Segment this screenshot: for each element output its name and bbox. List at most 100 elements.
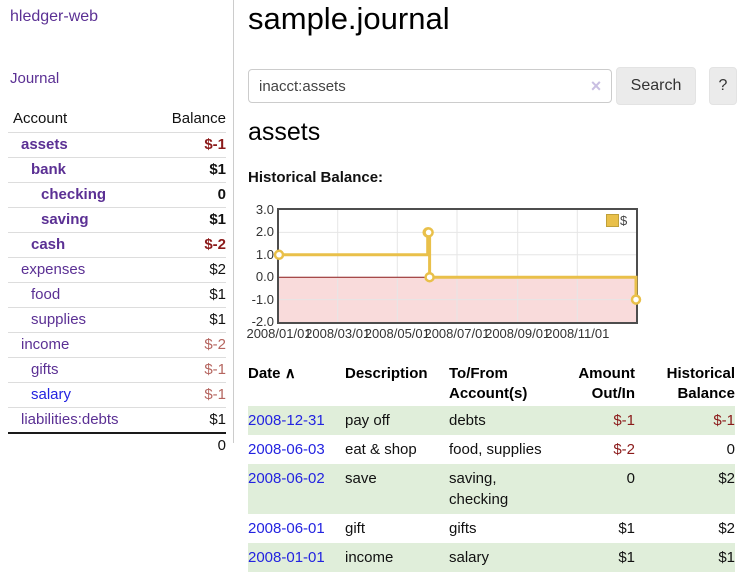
transaction-row: 2008-06-02 save saving, checking 0 $2 [248, 464, 735, 514]
y-axis-tick-label: 3.0 [255, 202, 274, 217]
accounts-header-account: Account [13, 110, 68, 127]
accounts-table-header: Account Balance [8, 106, 226, 132]
account-link[interactable]: salary [31, 386, 72, 403]
transaction-description: income [345, 549, 394, 566]
account-link[interactable]: food [31, 286, 61, 303]
account-link[interactable]: assets [21, 136, 68, 153]
account-link[interactable]: saving [41, 211, 89, 228]
transaction-date-link[interactable]: 2008-06-03 [248, 441, 325, 458]
help-button[interactable]: ? [709, 67, 737, 105]
col-header-date[interactable]: Date ∧ [248, 365, 296, 382]
register-table: Date ∧ Description To/From Account(s) Am… [248, 362, 735, 572]
transaction-balance: $2 [718, 470, 735, 487]
x-axis-tick-label: 2008/01/01 [246, 326, 312, 341]
account-balance: $1 [209, 311, 226, 328]
account-row: food $1 [8, 282, 226, 307]
accounts-rows: assets $-1 bank $1 checking 0 saving $1 cash $-2 e… [8, 132, 226, 432]
account-balance: $1 [209, 411, 226, 428]
transaction-date-link[interactable]: 2008-06-01 [248, 520, 325, 537]
brand-link[interactable]: hledger-web [10, 8, 99, 25]
transaction-row: 2008-06-03 eat & shop food, supplies $-2 0 [248, 435, 735, 464]
transaction-accounts: food, supplies [449, 441, 542, 458]
transaction-description: pay off [345, 412, 390, 429]
register-header-row: Date ∧ Description To/From Account(s) Am… [248, 362, 735, 406]
account-link[interactable]: bank [31, 161, 67, 178]
transaction-description: save [345, 470, 377, 487]
account-link[interactable]: income [21, 336, 70, 353]
account-row: supplies $1 [8, 307, 226, 332]
account-row: gifts $-1 [8, 357, 226, 382]
transaction-row: 2008-01-01 income salary $1 $1 [248, 543, 735, 572]
account-balance: 0 [217, 186, 226, 203]
chart-x-axis: 2008/01/01 2008/03/01 2008/05/01 2008/07/01… [246, 326, 698, 342]
transaction-row: 2008-06-01 gift gifts $1 $2 [248, 514, 735, 543]
y-axis-tick-label: 0.0 [255, 269, 274, 285]
search-button[interactable]: Search [616, 67, 696, 105]
account-balance: $-1 [204, 136, 226, 153]
search-input[interactable] [248, 69, 612, 103]
transaction-date-link[interactable]: 2008-01-01 [248, 549, 325, 566]
transaction-balance: $2 [718, 520, 735, 537]
transaction-accounts: saving, checking [449, 470, 509, 508]
page-title: sample.journal [248, 1, 450, 36]
x-axis-tick-label: 2008/03/01 [305, 326, 371, 341]
account-balance: $-1 [204, 386, 226, 403]
account-link[interactable]: checking [41, 186, 107, 203]
transaction-balance: $1 [718, 549, 735, 566]
chart-y-axis: 3.0 2.0 1.0 0.0 -1.0 -2.0 [248, 202, 274, 333]
account-link[interactable]: supplies [31, 311, 87, 328]
account-row: assets $-1 [8, 132, 226, 157]
account-row: bank $1 [8, 157, 226, 182]
account-link[interactable]: gifts [31, 361, 59, 378]
transaction-date-link[interactable]: 2008-06-02 [248, 470, 325, 487]
search-form: × Search ? [248, 67, 737, 105]
account-balance: $1 [209, 161, 226, 178]
account-row: checking 0 [8, 182, 226, 207]
account-link[interactable]: liabilities:debts [21, 411, 119, 428]
transaction-amount: $1 [618, 549, 635, 566]
chart-plot-area [273, 208, 642, 324]
account-balance: $2 [209, 261, 226, 278]
main-content: sample.journal × Search ? assets Histori… [246, 0, 737, 582]
account-balance: $-1 [204, 361, 226, 378]
accounts-total-balance: 0 [217, 437, 226, 454]
chart-legend: $ [603, 212, 631, 229]
transaction-description: gift [345, 520, 366, 537]
x-axis-tick-label: 2008/07/01 [424, 326, 490, 341]
accounts-table: Account Balance assets $-1 bank $1 checking 0… [8, 106, 226, 458]
x-axis-tick-label: 2008/09/01 [485, 326, 551, 341]
legend-label: $ [620, 213, 628, 228]
transaction-accounts: debts [449, 412, 486, 429]
account-balance: $-2 [204, 236, 226, 253]
transaction-amount: $-1 [613, 412, 635, 429]
transaction-accounts: gifts [449, 520, 477, 537]
transaction-accounts: salary [449, 549, 490, 566]
account-row: income $-2 [8, 332, 226, 357]
transaction-date-link[interactable]: 2008-12-31 [248, 412, 325, 429]
sort-ascending-icon: ∧ [284, 365, 296, 382]
x-axis-tick-label: 2008/11/01 [545, 326, 610, 341]
account-row: cash $-2 [8, 232, 226, 257]
transaction-amount: $-2 [613, 441, 635, 458]
account-link[interactable]: expenses [21, 261, 86, 278]
y-axis-tick-label: -1.0 [251, 291, 274, 307]
account-row: salary $-1 [8, 382, 226, 407]
historical-balance-chart: 3.0 2.0 1.0 0.0 -1.0 -2.0 $ 2008/01/01 2008/03… [246, 202, 698, 353]
col-header-amount: Amount Out/In [578, 365, 635, 402]
account-balance: $1 [209, 211, 226, 228]
y-axis-tick-label: -2.0 [251, 314, 274, 329]
chart-title: Historical Balance: [248, 169, 384, 186]
y-axis-tick-label: 2.0 [255, 224, 274, 240]
transaction-amount: 0 [626, 470, 635, 487]
account-row: liabilities:debts $1 [8, 407, 226, 432]
clear-search-icon[interactable]: × [590, 76, 602, 96]
col-header-balance: Historical Balance [666, 365, 735, 402]
sidebar-item-journal[interactable]: Journal [10, 70, 60, 87]
account-link[interactable]: cash [31, 236, 66, 253]
transaction-description: eat & shop [345, 441, 417, 458]
transaction-balance: $-1 [713, 412, 735, 429]
account-row: expenses $2 [8, 257, 226, 282]
transaction-amount: $1 [618, 520, 635, 537]
col-header-accounts: To/From Account(s) [449, 365, 528, 402]
